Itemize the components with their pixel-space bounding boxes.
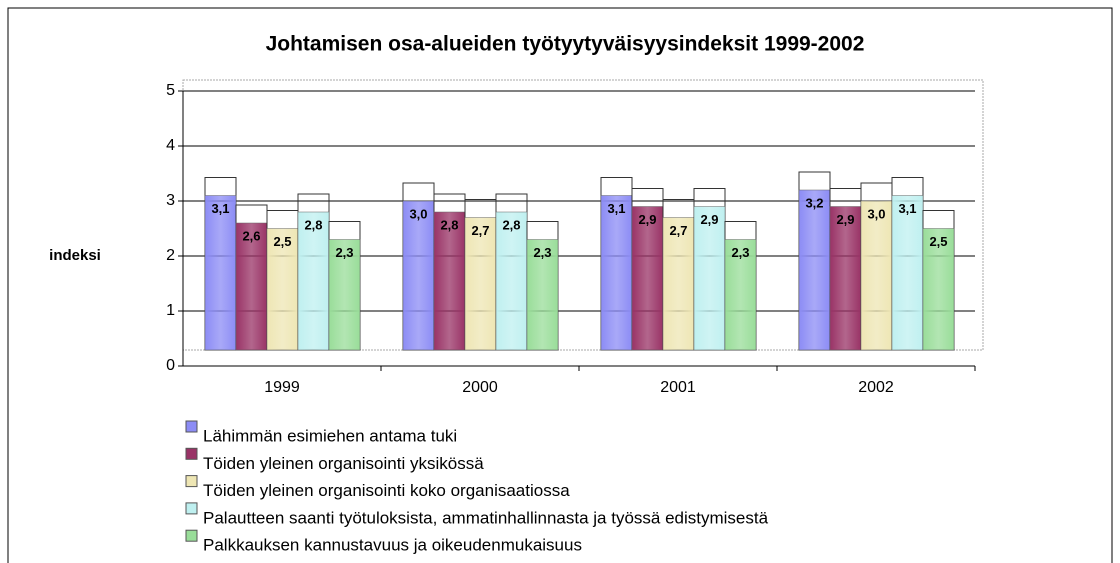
bar [600,195,633,351]
legend-label: Lähimmän esimiehen antama tuki [203,426,457,445]
bar [297,211,330,351]
bar [235,222,268,351]
x-tick-label: 2000 [462,379,498,396]
legend-label: Töiden yleinen organisointi koko organis… [203,481,570,500]
bar [662,217,695,351]
bar [402,200,435,351]
bar [464,217,497,351]
y-tick-label: 2 [166,247,175,264]
bar [433,211,466,351]
bar [631,206,664,351]
chart-title: Johtamisen osa-alueiden työtyytyväisyysi… [266,33,865,56]
data-label: 3,1 [607,201,625,216]
data-label: 2,5 [929,234,947,249]
data-label: 2,9 [700,212,718,227]
data-label: 3,0 [409,206,427,221]
data-label: 2,7 [471,223,489,238]
y-tick-label: 4 [166,137,175,154]
bar [526,239,559,351]
legend-label: Töiden yleinen organisointi yksikössä [203,454,484,473]
bar [328,239,361,351]
data-label: 2,3 [731,245,749,260]
bar [724,239,757,351]
data-label: 2,9 [638,212,656,227]
legend-swatch [185,502,198,515]
legend-swatch [185,529,198,542]
data-label: 2,6 [242,228,260,243]
data-label: 2,8 [440,217,458,232]
x-tick-label: 2001 [660,379,696,396]
legend-label: Palkkauksen kannustavuus ja oikeudenmuka… [203,536,582,555]
bar [891,195,924,351]
data-label: 3,2 [805,195,823,210]
data-label: 3,0 [867,206,885,221]
data-label: 2,8 [304,217,322,232]
data-label: 2,3 [533,245,551,260]
bar [798,189,831,351]
legend-swatch [185,475,198,488]
data-label: 2,7 [669,223,687,238]
data-label: 3,1 [898,201,916,216]
x-tick-label: 2002 [858,379,894,396]
data-label: 2,3 [335,245,353,260]
data-label: 2,9 [836,212,854,227]
y-axis-label: indeksi [49,247,101,264]
y-tick-label: 1 [166,302,175,319]
bar [693,206,726,351]
bar [204,195,237,351]
y-tick-label: 5 [166,82,175,99]
bar [922,228,955,351]
legend-label: Palautteen saanti työtuloksista, ammatin… [203,508,769,527]
bar [860,200,893,351]
y-tick-label: 3 [166,192,175,209]
y-tick-label: 0 [166,357,175,374]
data-label: 3,1 [211,201,229,216]
bar [266,228,299,351]
legend-swatch [185,447,198,460]
data-label: 2,5 [273,234,291,249]
legend-swatch [185,420,198,433]
data-label: 2,8 [502,217,520,232]
bar [829,206,862,351]
bar [495,211,528,351]
x-tick-label: 1999 [264,379,300,396]
